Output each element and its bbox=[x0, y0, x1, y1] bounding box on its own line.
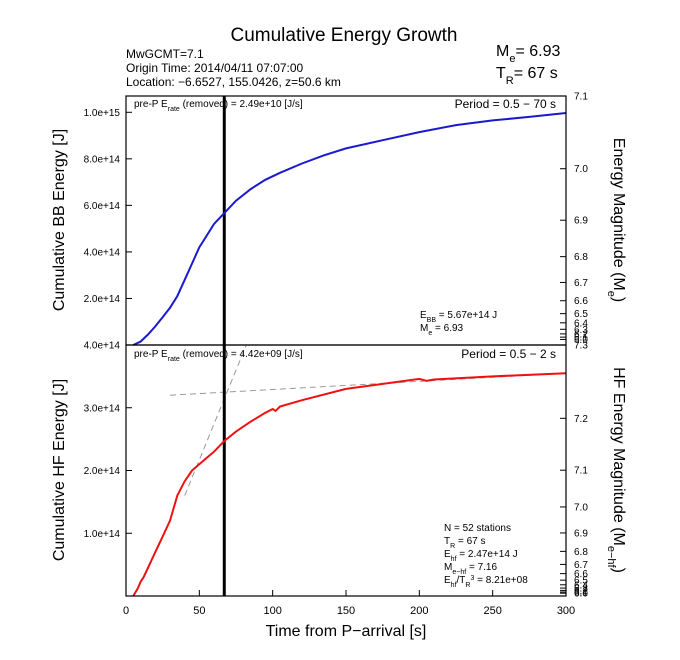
mag-tick-label: 6.5 bbox=[574, 576, 588, 587]
fit-line bbox=[184, 344, 247, 496]
mag-tick-label: 6.2 bbox=[574, 329, 588, 340]
top-period: Period = 0.5 − 70 s bbox=[455, 97, 556, 111]
y-tick-label: 3.0e+14 bbox=[84, 403, 121, 414]
bottom-ratio: Ehf/TR3 = 8.21e+08 bbox=[444, 575, 528, 589]
mag-tick-label: 6.8 bbox=[574, 252, 588, 263]
x-tick-label: 300 bbox=[557, 605, 575, 617]
top-y2-axis-title: Energy Magnitude (Me) bbox=[605, 138, 627, 302]
top-y-axis-title: Cumulative BB Energy [J] bbox=[51, 129, 68, 311]
mag-tick-label: 6.6 bbox=[574, 296, 588, 307]
mag-tick-label: 6.9 bbox=[574, 528, 588, 539]
location: Location: −6.6527, 155.0426, z=50.6 km bbox=[126, 75, 341, 89]
header-me: Me= 6.93 bbox=[496, 43, 560, 65]
mag-tick-label: 6.4 bbox=[574, 580, 588, 591]
y-tick-label: 2.0e+14 bbox=[84, 294, 121, 305]
y-tick-label: 2.0e+14 bbox=[84, 466, 121, 477]
top-pre-p: pre-P Erate (removed) = 2.49e+10 [J/s] bbox=[134, 99, 303, 113]
y-tick-label: 8.0e+14 bbox=[84, 154, 121, 165]
mag-tick-label: 7.3 bbox=[574, 341, 588, 352]
x-tick-label: 100 bbox=[263, 605, 281, 617]
mag-tick-label: 6.7 bbox=[574, 560, 588, 571]
x-tick-label: 200 bbox=[410, 605, 428, 617]
header-tr: TR= 67 s bbox=[496, 65, 558, 87]
y-tick-label: 4.0e+14 bbox=[84, 247, 121, 258]
mag-tick-label: 6.4 bbox=[574, 318, 588, 329]
mag-tick-label: 6.1 bbox=[574, 333, 588, 344]
bottom-ehf: Ehf = 2.47e+14 J bbox=[444, 549, 518, 563]
mag-tick-label: 7.1 bbox=[574, 466, 588, 477]
hf-energy-line bbox=[132, 372, 567, 597]
bottom-mehf: Me−hf = 7.16 bbox=[444, 562, 497, 576]
mag-tick-label: 6.5 bbox=[574, 309, 588, 320]
mag-tick-label: 7.0 bbox=[574, 502, 588, 513]
x-tick-label: 50 bbox=[193, 605, 205, 617]
bb-energy-line bbox=[132, 112, 567, 346]
bottom-y-ticks: 1.0e+14 2.0e+14 3.0e+14 4.0e+14 bbox=[84, 341, 132, 540]
bottom-magnitude-ticks: 6.06.16.26.36.46.56.66.7 6.8 6.9 7.0 7.1 7.2 7… bbox=[560, 341, 588, 600]
bottom-panel: 1.0e+142.0e+143.0e+144.0e+14 6.06.16.26.… bbox=[51, 341, 627, 641]
n-stations: N = 52 stations bbox=[444, 523, 511, 534]
top-magnitude-ticks: 6.06.16.26.36.46.5 6.6 6.7 6.8 6.9 7.0 7.1 bbox=[560, 92, 588, 346]
mag-tick-label: 6.6 bbox=[574, 569, 588, 580]
mag-tick-label: 6.0 bbox=[574, 335, 588, 346]
top-panel-frame bbox=[125, 95, 567, 346]
y-tick-label: 1.0e+14 bbox=[84, 529, 121, 540]
mag-tick-label: 6.0 bbox=[574, 589, 588, 600]
bottom-pre-p: pre-P Erate (removed) = 4.42e+09 [J/s] bbox=[134, 349, 303, 363]
x-tick-label: 150 bbox=[337, 605, 355, 617]
mag-tick-label: 7.2 bbox=[574, 414, 588, 425]
x-tick-label: 250 bbox=[483, 605, 501, 617]
x-ticks: 0 50 100 150 200 250 300 bbox=[123, 590, 575, 617]
mag-tick-label: 6.1 bbox=[574, 588, 588, 599]
mag-tick-label: 6.2 bbox=[574, 586, 588, 597]
mag-tick-label: 6.9 bbox=[574, 216, 588, 227]
y-tick-label: 6.0e+14 bbox=[84, 201, 121, 212]
event-label: MwGCMT=7.1 bbox=[126, 47, 204, 61]
bottom-period: Period = 0.5 − 2 s bbox=[461, 347, 556, 361]
bottom-y-axis-title: Cumulative HF Energy [J] bbox=[51, 379, 68, 561]
mag-tick-label: 6.8 bbox=[574, 547, 588, 558]
mag-tick-label: 6.7 bbox=[574, 278, 588, 289]
mag-tick-label: 6.3 bbox=[574, 325, 588, 336]
top-panel: 2.0e+144.0e+146.0e+148.0e+141.0e+15 6.06… bbox=[51, 92, 627, 346]
origin-time: Origin Time: 2014/04/11 07:07:00 bbox=[126, 61, 304, 75]
x-axis-title: Time from P−arrival [s] bbox=[266, 623, 427, 640]
bottom-tr: TR = 67 s bbox=[444, 536, 485, 550]
x-tick-label: 0 bbox=[123, 605, 129, 617]
mag-tick-label: 7.0 bbox=[574, 164, 588, 175]
y-tick-label: 4.0e+14 bbox=[84, 341, 121, 352]
top-ebb: EBB = 5.67e+14 J bbox=[420, 310, 497, 324]
top-me: Me = 6.93 bbox=[420, 323, 464, 337]
bottom-panel-frame bbox=[125, 344, 567, 597]
chart-title: Cumulative Energy Growth bbox=[230, 25, 457, 46]
y-tick-label: 1.0e+15 bbox=[84, 108, 121, 119]
top-y-ticks: 2.0e+14 4.0e+14 6.0e+14 8.0e+14 1.0e+15 bbox=[84, 108, 132, 305]
mag-tick-label: 7.1 bbox=[574, 92, 588, 103]
mag-tick-label: 6.3 bbox=[574, 584, 588, 595]
bottom-y2-axis-title: HF Energy Magnitude (Me−hf) bbox=[605, 367, 627, 573]
fit-lines bbox=[169, 344, 567, 496]
